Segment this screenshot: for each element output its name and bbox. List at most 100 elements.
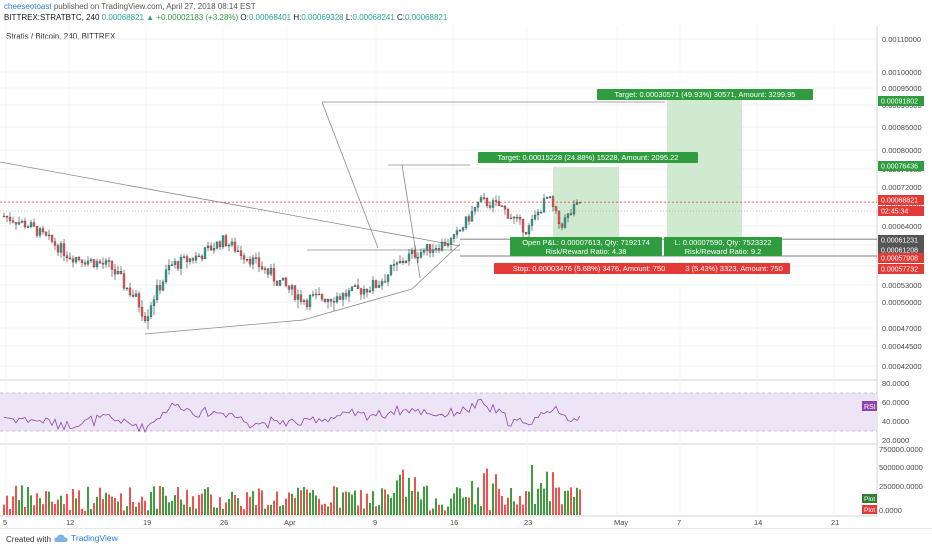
candle-body[interactable] [410, 250, 414, 255]
candle-body[interactable] [413, 250, 417, 258]
candle-body[interactable] [68, 257, 72, 260]
candle-body[interactable] [98, 261, 102, 264]
candle-body[interactable] [116, 271, 120, 275]
candle-body[interactable] [401, 261, 405, 263]
time-axis[interactable]: 5 12 19 26 Apr 9 16 23 May 7 14 21 [3, 518, 839, 527]
candle-body[interactable] [47, 234, 51, 237]
candle-body[interactable] [185, 256, 189, 262]
target-zone-2[interactable] [553, 166, 619, 240]
candle-body[interactable] [302, 300, 306, 302]
candle-body[interactable] [23, 220, 27, 228]
candle-body[interactable] [128, 287, 132, 296]
candle-body[interactable] [152, 299, 156, 306]
candle-body[interactable] [14, 222, 18, 225]
candle-body[interactable] [206, 245, 210, 248]
candle-body[interactable] [140, 306, 144, 317]
candle-body[interactable] [380, 281, 384, 286]
candle-body[interactable] [488, 205, 492, 208]
candle-body[interactable] [251, 257, 255, 265]
candle-body[interactable] [149, 305, 153, 317]
candle-body[interactable] [56, 245, 60, 253]
trendline[interactable] [0, 161, 461, 247]
candle-body[interactable] [521, 218, 525, 233]
candle-body[interactable] [89, 259, 93, 262]
target-label-1[interactable]: Target: 0.00030571 (49.93%) 30571, Amoun… [597, 89, 813, 100]
candle-body[interactable] [536, 212, 540, 216]
candle-body[interactable] [146, 316, 150, 321]
candle-body[interactable] [344, 293, 348, 297]
candle-body[interactable] [404, 260, 408, 263]
candle-body[interactable] [44, 231, 48, 236]
candle-body[interactable] [197, 255, 201, 258]
candle-body[interactable] [104, 260, 108, 265]
candle-body[interactable] [38, 228, 42, 236]
candle-body[interactable] [17, 222, 21, 225]
candle-body[interactable] [188, 258, 192, 262]
candle-body[interactable] [458, 230, 462, 232]
candle-body[interactable] [518, 217, 522, 220]
candle-body[interactable] [311, 294, 315, 296]
stop-label-1[interactable]: 3 (5.43%) 3323, Amount: 750 [678, 263, 790, 274]
trade-zones[interactable] [553, 98, 742, 257]
candle-body[interactable] [347, 290, 351, 297]
candle-body[interactable] [212, 248, 216, 251]
candle-body[interactable] [257, 257, 261, 267]
candle-body[interactable] [83, 262, 87, 265]
candle-body[interactable] [101, 262, 105, 265]
candle-body[interactable] [449, 238, 453, 245]
candle-body[interactable] [533, 214, 537, 220]
candle-body[interactable] [230, 241, 234, 246]
candle-body[interactable] [350, 286, 354, 291]
candle-body[interactable] [80, 259, 84, 263]
trade-labels[interactable]: Target: 0.00030571 (49.93%) 30571, Amoun… [478, 89, 813, 274]
chart-area[interactable]: Stratis / Bitcoin, 240, BITTREX 0.001100… [0, 26, 932, 528]
candle-body[interactable] [428, 244, 432, 253]
candle-body[interactable] [476, 201, 480, 208]
candle-body[interactable] [5, 215, 9, 218]
candle-body[interactable] [287, 285, 291, 290]
candle-body[interactable] [452, 234, 456, 239]
candle-body[interactable] [548, 196, 552, 198]
candle-body[interactable] [266, 268, 270, 275]
candle-body[interactable] [176, 261, 180, 269]
candle-body[interactable] [113, 269, 117, 275]
candle-body[interactable] [134, 293, 138, 297]
candle-body[interactable] [389, 265, 393, 276]
candle-body[interactable] [305, 300, 309, 307]
candle-body[interactable] [227, 244, 231, 247]
candle-body[interactable] [8, 216, 12, 221]
candle-body[interactable] [365, 288, 369, 293]
candle-body[interactable] [500, 205, 504, 207]
candle-body[interactable] [434, 248, 438, 250]
candle-body[interactable] [542, 198, 546, 213]
candle-body[interactable] [566, 213, 570, 218]
candle-body[interactable] [314, 293, 318, 296]
candle-body[interactable] [254, 257, 258, 259]
candle-body[interactable] [563, 217, 567, 228]
candle-body[interactable] [464, 216, 468, 228]
chart-canvas[interactable]: Stratis / Bitcoin, 240, BITTREX 0.001100… [0, 26, 932, 528]
candle-body[interactable] [398, 261, 402, 264]
candle-body[interactable] [572, 204, 576, 215]
candle-body[interactable] [35, 226, 39, 236]
candle-body[interactable] [221, 235, 225, 248]
candle-body[interactable] [527, 225, 531, 235]
candle-body[interactable] [407, 253, 411, 262]
candle-body[interactable] [143, 316, 147, 321]
candle-body[interactable] [71, 258, 75, 263]
candle-body[interactable] [74, 257, 78, 263]
candle-body[interactable] [236, 250, 240, 252]
candle-body[interactable] [392, 264, 396, 266]
target-label-2[interactable]: Target: 0.00015228 (24.88%) 15228, Amoun… [478, 152, 698, 163]
candle-body[interactable] [545, 196, 549, 199]
candle-body[interactable] [341, 293, 345, 300]
candle-body[interactable] [53, 241, 57, 246]
candle-body[interactable] [272, 268, 276, 282]
candle-body[interactable] [95, 261, 99, 268]
candle-body[interactable] [137, 293, 141, 308]
candle-body[interactable] [242, 255, 246, 260]
candle-body[interactable] [155, 285, 159, 300]
candle-body[interactable] [164, 269, 168, 283]
candle-body[interactable] [497, 201, 501, 206]
